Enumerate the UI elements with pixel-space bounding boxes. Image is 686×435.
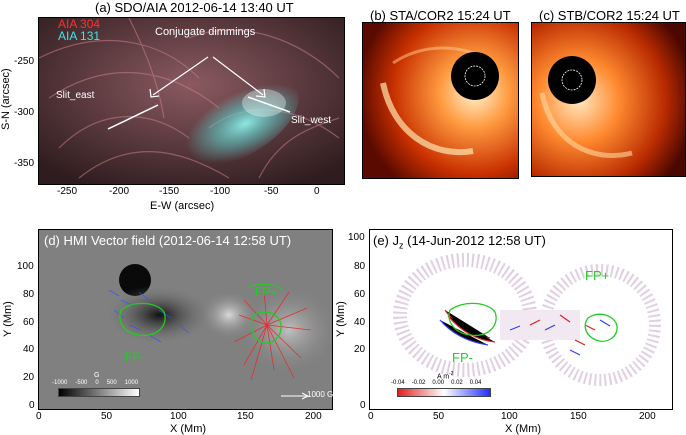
panel-a-title: (a) SDO/AIA 2012-06-14 13:40 UT	[95, 0, 294, 15]
panel-a-ylabel: S-N (arcsec)	[0, 68, 12, 130]
panel-e-ytick: 100	[348, 232, 365, 243]
panel-e-ylabel: Y (Mm)	[335, 301, 347, 337]
panel-e-xtick: 50	[433, 411, 445, 422]
panel-d-ytick: 60	[23, 317, 35, 328]
slit-east-line	[107, 104, 159, 130]
legend-aia-304: AIA 304	[58, 17, 101, 31]
panel-d-colorbar-ticks: -1000 -500 0 500 1000	[52, 380, 138, 386]
colorbar-tick: -0.02	[411, 380, 426, 386]
panel-e-ytick: 20	[354, 344, 366, 355]
colorbar-tick: -500	[75, 380, 88, 386]
panel-d-xlabel: X (Mm)	[170, 423, 207, 435]
panel-d-xtick: 200	[305, 411, 322, 422]
panel-e-title-rest: (14-Jun-2012 12:58 UT)	[403, 233, 546, 248]
panel-d-ytick: 80	[23, 289, 35, 300]
panel-b-image	[362, 22, 519, 179]
panel-c-image	[531, 22, 686, 177]
colorbar-tick: -0.04	[391, 380, 405, 386]
panel-a-legend: AIA 304 AIA 131	[58, 18, 100, 42]
panel-d-xtick: 100	[170, 411, 187, 422]
panel-d-xtick: 50	[101, 411, 113, 422]
colorbar-tick: 0.04	[469, 380, 482, 386]
panel-e-ytick: 80	[354, 261, 366, 272]
panel-e-ytick: 0	[360, 400, 366, 411]
panel-d-colorbar	[58, 388, 140, 397]
aia-composite-image	[39, 18, 344, 184]
panel-d-colorbar-unit: G	[94, 372, 100, 379]
sta-cor2-image	[363, 23, 518, 178]
panel-a-xtick: -250	[57, 186, 78, 197]
panel-d-ytick: 20	[23, 372, 35, 383]
panel-e-fp-plus: FP+	[585, 268, 610, 283]
panel-d-ylabel: Y (Mm)	[2, 301, 14, 337]
panel-e-xlabel: X (Mm)	[505, 423, 542, 435]
arrowhead-left	[149, 88, 160, 98]
panel-a-xtick: 0	[314, 186, 320, 197]
arrow-right	[212, 56, 264, 96]
panel-d-fp-plus: FP+	[255, 285, 278, 299]
annotation-conjugate-dimmings: Conjugate dimmings	[155, 26, 256, 38]
panel-a-image	[38, 17, 345, 185]
panel-d-xtick: 150	[237, 411, 254, 422]
colorbar-tick: 500	[106, 380, 117, 386]
panel-e-title: (e) Jz (14-Jun-2012 12:58 UT)	[373, 233, 546, 251]
panel-d-ytick: 40	[23, 344, 35, 355]
panel-e-title-sub: z	[399, 240, 404, 251]
arrowhead-right	[255, 88, 266, 98]
panel-c-title: (c) STB/COR2 15:24 UT	[539, 8, 680, 23]
legend-aia-131: AIA 131	[58, 29, 101, 43]
colorbar-tick: 0.02	[451, 380, 463, 386]
panel-e-colorbar-unit: A m-2	[437, 371, 454, 380]
panel-d-ytick: 100	[17, 261, 34, 272]
panel-e-xtick: 200	[639, 411, 656, 422]
panel-e-ytick: 40	[354, 317, 366, 328]
colorbar-tick: 0	[95, 380, 99, 386]
panel-d-fp-minus: FP-	[125, 350, 145, 364]
slit-west-line	[247, 96, 291, 113]
panel-e-xtick: 150	[570, 411, 587, 422]
panel-a-xtick: -100	[210, 186, 231, 197]
panel-e-ytick: 60	[354, 289, 366, 300]
panel-e-fp-minus: FP-	[452, 350, 473, 365]
panel-e-image	[369, 229, 673, 410]
panel-d-arrow-label: 1000 G	[307, 390, 334, 399]
colorbar-unit-sup: -2	[449, 371, 454, 377]
panel-e-title-main: (e) J	[373, 233, 399, 248]
panel-a-ytick: -250	[14, 56, 35, 67]
stb-cor2-image	[532, 23, 685, 176]
panel-a-xtick: -50	[264, 186, 279, 197]
panel-e-xtick: 0	[368, 411, 374, 422]
panel-b-title: (b) STA/COR2 15:24 UT	[370, 8, 511, 23]
panel-d-xtick: 0	[36, 411, 42, 422]
panel-e-colorbar	[397, 388, 491, 397]
slit-west-label: Slit_west	[291, 115, 332, 126]
panel-a-xtick: -150	[159, 186, 180, 197]
panel-a-xlabel: E-W (arcsec)	[150, 200, 215, 212]
colorbar-unit: A m	[437, 373, 450, 381]
hmi-vector-field-image	[104, 264, 332, 381]
arrow-left	[152, 56, 209, 96]
panel-e-xtick: 100	[501, 411, 518, 422]
panel-a-xtick: -200	[109, 186, 130, 197]
jz-current-density-image	[393, 253, 661, 386]
scale-arrow-icon	[281, 392, 310, 400]
panel-a-ytick: -350	[14, 158, 35, 169]
panel-d-image	[38, 229, 333, 410]
colorbar-tick: 1000	[124, 380, 139, 386]
colorbar-tick: 0.00	[432, 380, 445, 386]
colorbar-tick: -1000	[52, 380, 68, 386]
slit-east-label: Slit_east	[56, 90, 95, 101]
panel-e-colorbar-ticks: -0.04 -0.02 0.00 0.02 0.04	[391, 380, 481, 386]
panel-a-ytick: -300	[14, 107, 35, 118]
panel-d-ytick: 0	[29, 400, 35, 411]
panel-a-overlay	[107, 56, 291, 130]
panel-d-title: (d) HMI Vector field (2012-06-14 12:58 U…	[44, 233, 292, 248]
